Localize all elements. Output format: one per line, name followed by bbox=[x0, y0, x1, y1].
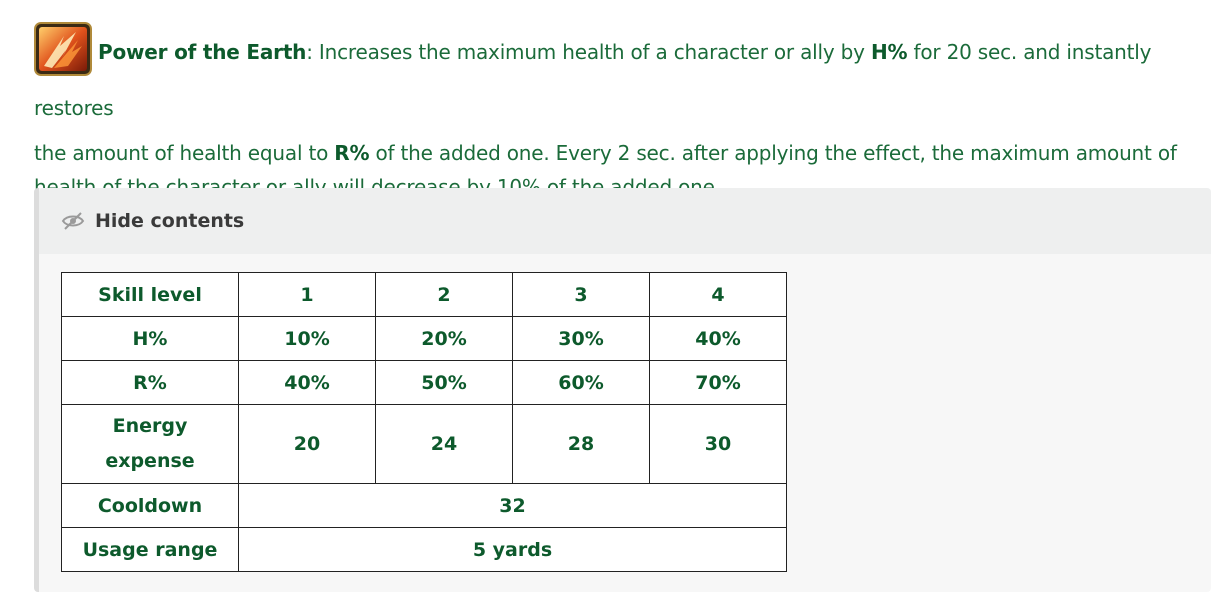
table-cell: Energy expense bbox=[61, 404, 239, 484]
table-cell: H% bbox=[61, 316, 239, 361]
table-row: Usage range 5 yards bbox=[61, 527, 787, 572]
skill-table: Skill level 1 2 3 4 H% 10% 20% 30% 40% R… bbox=[61, 272, 787, 572]
table-header-cell: 2 bbox=[375, 272, 513, 317]
table-header-cell: 4 bbox=[649, 272, 787, 317]
r-variable: R% bbox=[334, 141, 370, 165]
table-header-cell: 3 bbox=[512, 272, 650, 317]
description-first-line: Power of the Earth: Increases the maximu… bbox=[34, 21, 1209, 136]
spoiler-title: Hide contents bbox=[95, 210, 245, 232]
description-text-2: for 20 sec. and instantly restores bbox=[34, 40, 1152, 120]
description-text-3: the amount of health equal to bbox=[34, 141, 335, 165]
table-cell: 40% bbox=[649, 316, 787, 361]
table-cell: 50% bbox=[375, 360, 513, 405]
table-cell: Usage range bbox=[61, 527, 239, 572]
table-header-cell: 1 bbox=[238, 272, 376, 317]
colon-text: : bbox=[306, 40, 313, 64]
table-cell: 5 yards bbox=[238, 527, 787, 572]
table-cell: 30 bbox=[649, 404, 787, 484]
table-cell: 10% bbox=[238, 316, 376, 361]
table-cell: R% bbox=[61, 360, 239, 405]
description-text-1: Increases the maximum health of a charac… bbox=[312, 40, 871, 64]
table-row: Cooldown 32 bbox=[61, 483, 787, 528]
table-row: R% 40% 50% 60% 70% bbox=[61, 360, 787, 405]
table-cell: 30% bbox=[512, 316, 650, 361]
eye-slash-icon bbox=[61, 212, 85, 230]
h-variable: H% bbox=[870, 40, 908, 64]
table-header-cell: Skill level bbox=[61, 272, 239, 317]
table-cell: 60% bbox=[512, 360, 650, 405]
spoiler-toggle[interactable]: Hide contents bbox=[39, 188, 1211, 254]
skill-description: Power of the Earth: Increases the maximu… bbox=[34, 21, 1209, 204]
table-row: H% 10% 20% 30% 40% bbox=[61, 316, 787, 361]
table-cell: 20 bbox=[238, 404, 376, 484]
table-cell: 20% bbox=[375, 316, 513, 361]
table-cell: 28 bbox=[512, 404, 650, 484]
table-cell: 70% bbox=[649, 360, 787, 405]
table-cell: 24 bbox=[375, 404, 513, 484]
spoiler-block: Hide contents Skill level 1 2 3 4 H% 10%… bbox=[34, 188, 1211, 592]
table-cell: 40% bbox=[238, 360, 376, 405]
power-of-the-earth-icon bbox=[34, 21, 92, 76]
table-cell: Cooldown bbox=[61, 483, 239, 528]
table-row: Skill level 1 2 3 4 bbox=[61, 272, 787, 317]
table-row: Energy expense 20 24 28 30 bbox=[61, 404, 787, 484]
skill-name: Power of the Earth bbox=[98, 40, 307, 64]
table-cell: 32 bbox=[238, 483, 787, 528]
